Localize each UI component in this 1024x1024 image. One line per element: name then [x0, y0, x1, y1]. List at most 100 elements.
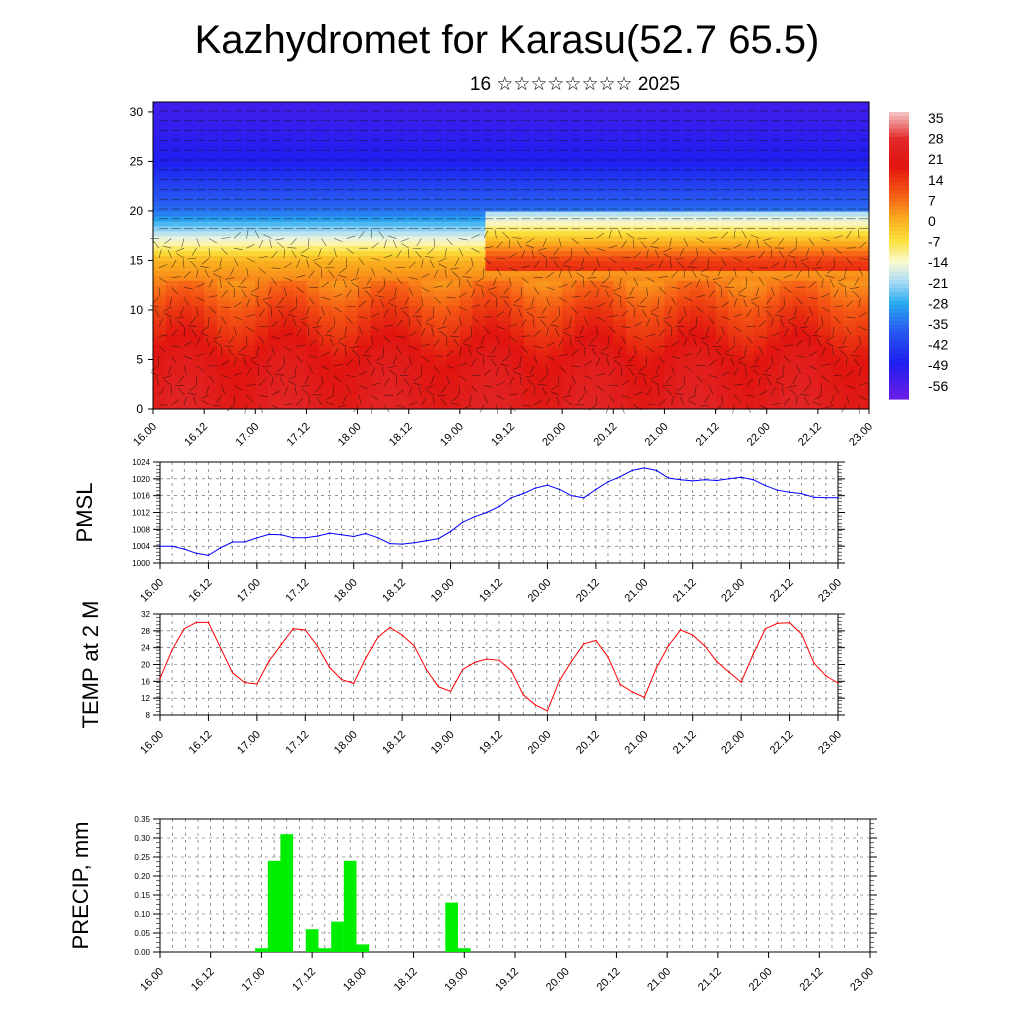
heatmap-x-tick-label: 20.00 — [540, 421, 568, 449]
precip-y-tick-label: 0.15 — [134, 891, 150, 900]
pmsl-x-tick-label: 22.00 — [719, 577, 747, 605]
colorbar-label: -35 — [928, 316, 948, 332]
pmsl-data-point — [377, 537, 379, 539]
temp-data-point — [631, 691, 633, 693]
precip-bar — [445, 902, 458, 952]
colorbar — [889, 112, 909, 400]
colorbar-label: -49 — [928, 357, 948, 373]
pmsl-x-tick-label: 16.00 — [138, 577, 166, 605]
temp-data-point — [788, 622, 791, 624]
precip-x-tick-label: 22.00 — [747, 966, 775, 994]
pmsl-data-point — [788, 491, 791, 494]
pmsl-y-tick-label: 1016 — [132, 492, 150, 501]
temp-data-point — [800, 633, 803, 635]
pmsl-data-point — [776, 489, 779, 492]
temp-data-point — [655, 667, 658, 669]
colorbar-label: -28 — [928, 295, 948, 311]
temp-grid — [159, 613, 839, 716]
precip-bar — [267, 860, 281, 952]
temp-x-tick-label: 22.00 — [719, 729, 747, 757]
precip-bar — [331, 921, 344, 952]
heatmap-y-tick-label: 25 — [130, 154, 144, 168]
pmsl-data-point — [292, 537, 295, 539]
temp-x-tick-label: 18.00 — [332, 729, 360, 757]
pmsl-data-point — [607, 481, 609, 483]
colorbar-label: -21 — [928, 275, 948, 291]
pmsl-data-point — [183, 548, 185, 550]
temp-data-point — [183, 627, 185, 630]
temp-data-point — [837, 682, 839, 684]
temp-x-tick-label: 19.12 — [477, 729, 505, 757]
heatmap-x-tick-label: 19.12 — [489, 421, 517, 449]
pmsl-data-point — [764, 484, 767, 487]
pmsl-data-point — [837, 497, 839, 499]
temp-data-point — [510, 669, 512, 672]
precip-bar — [280, 834, 294, 952]
precip-y-tick-label: 0.05 — [134, 929, 150, 938]
precip-y-tick-label: 0.10 — [134, 910, 150, 919]
temp-data-point — [352, 682, 355, 685]
pmsl-x-tick-label: 18.12 — [380, 577, 408, 605]
pmsl-data-point — [679, 478, 682, 481]
precip-x-tick-label: 16.12 — [189, 966, 217, 994]
heatmap-x-tick-label: 21.00 — [643, 421, 671, 449]
temp-data-point — [667, 644, 670, 647]
temp-data-point — [389, 626, 391, 629]
precip-x-tick-label: 16.00 — [138, 966, 166, 994]
colorbar-label: 28 — [928, 131, 944, 147]
pmsl-data-point — [244, 541, 246, 543]
pmsl-x-tick-label: 18.00 — [332, 577, 360, 605]
pmsl-y-tick-label: 1008 — [132, 525, 150, 534]
temp-data-point — [195, 621, 198, 624]
temp-data-point — [595, 639, 597, 642]
temp-x-tick-label: 23.00 — [816, 729, 844, 757]
precip-x-tick-label: 18.12 — [392, 966, 420, 994]
pmsl-x-tick-label: 19.00 — [429, 577, 457, 605]
pmsl-data-point — [256, 537, 258, 539]
temp-x-tick-label: 20.12 — [574, 729, 602, 757]
temp-y-tick-label: 24 — [141, 644, 150, 653]
precip-x-tick-label: 22.12 — [797, 966, 825, 994]
pmsl-data-point — [558, 488, 561, 491]
temp-data-point — [607, 656, 609, 658]
temp-data-point — [474, 661, 476, 664]
pmsl-y-tick-label: 1004 — [132, 542, 150, 551]
temp-data-point — [691, 634, 694, 636]
temp-data-point — [340, 678, 343, 681]
heatmap-x-tick-label: 20.12 — [591, 421, 619, 449]
temp-data-point — [219, 646, 222, 649]
pmsl-x-tick-label: 16.12 — [187, 577, 215, 605]
precip-x-tick-label: 19.00 — [442, 966, 470, 994]
temp-x-tick-label: 22.12 — [768, 729, 796, 757]
heatmap-x-tick-label: 16.00 — [131, 421, 159, 449]
temp-x-tick-label: 19.00 — [429, 729, 457, 757]
temp-data-point — [522, 694, 524, 696]
colorbar-label: -14 — [928, 254, 948, 270]
pmsl-data-point — [304, 537, 307, 539]
colorbar-label: 35 — [928, 110, 944, 126]
temp-data-point — [328, 666, 331, 669]
pmsl-x-tick-label: 21.12 — [671, 577, 699, 605]
pmsl-data-point — [401, 543, 403, 545]
pmsl-data-point — [486, 511, 488, 514]
heatmap-field — [153, 102, 870, 410]
temp-data-point — [813, 662, 815, 664]
temp-data-point — [449, 690, 452, 693]
pmsl-data-point — [268, 533, 270, 536]
pmsl-y-tick-label: 1024 — [132, 458, 150, 467]
pmsl-data-point — [583, 497, 585, 499]
precip-grid — [159, 818, 871, 953]
temp-data-point — [244, 681, 246, 684]
temp-data-point — [365, 657, 367, 659]
temp-data-point — [461, 668, 464, 671]
temp-data-point — [728, 671, 730, 673]
colorbar-label: 0 — [928, 213, 936, 229]
precip-y-tick-label: 0.25 — [134, 853, 150, 862]
pmsl-data-point — [522, 492, 524, 495]
pmsl-data-point — [231, 541, 234, 543]
pmsl-x-tick-label: 17.00 — [235, 577, 263, 605]
pmsl-data-point — [643, 467, 646, 469]
pmsl-data-point — [195, 552, 198, 555]
temp-y-tick-label: 8 — [146, 711, 151, 720]
